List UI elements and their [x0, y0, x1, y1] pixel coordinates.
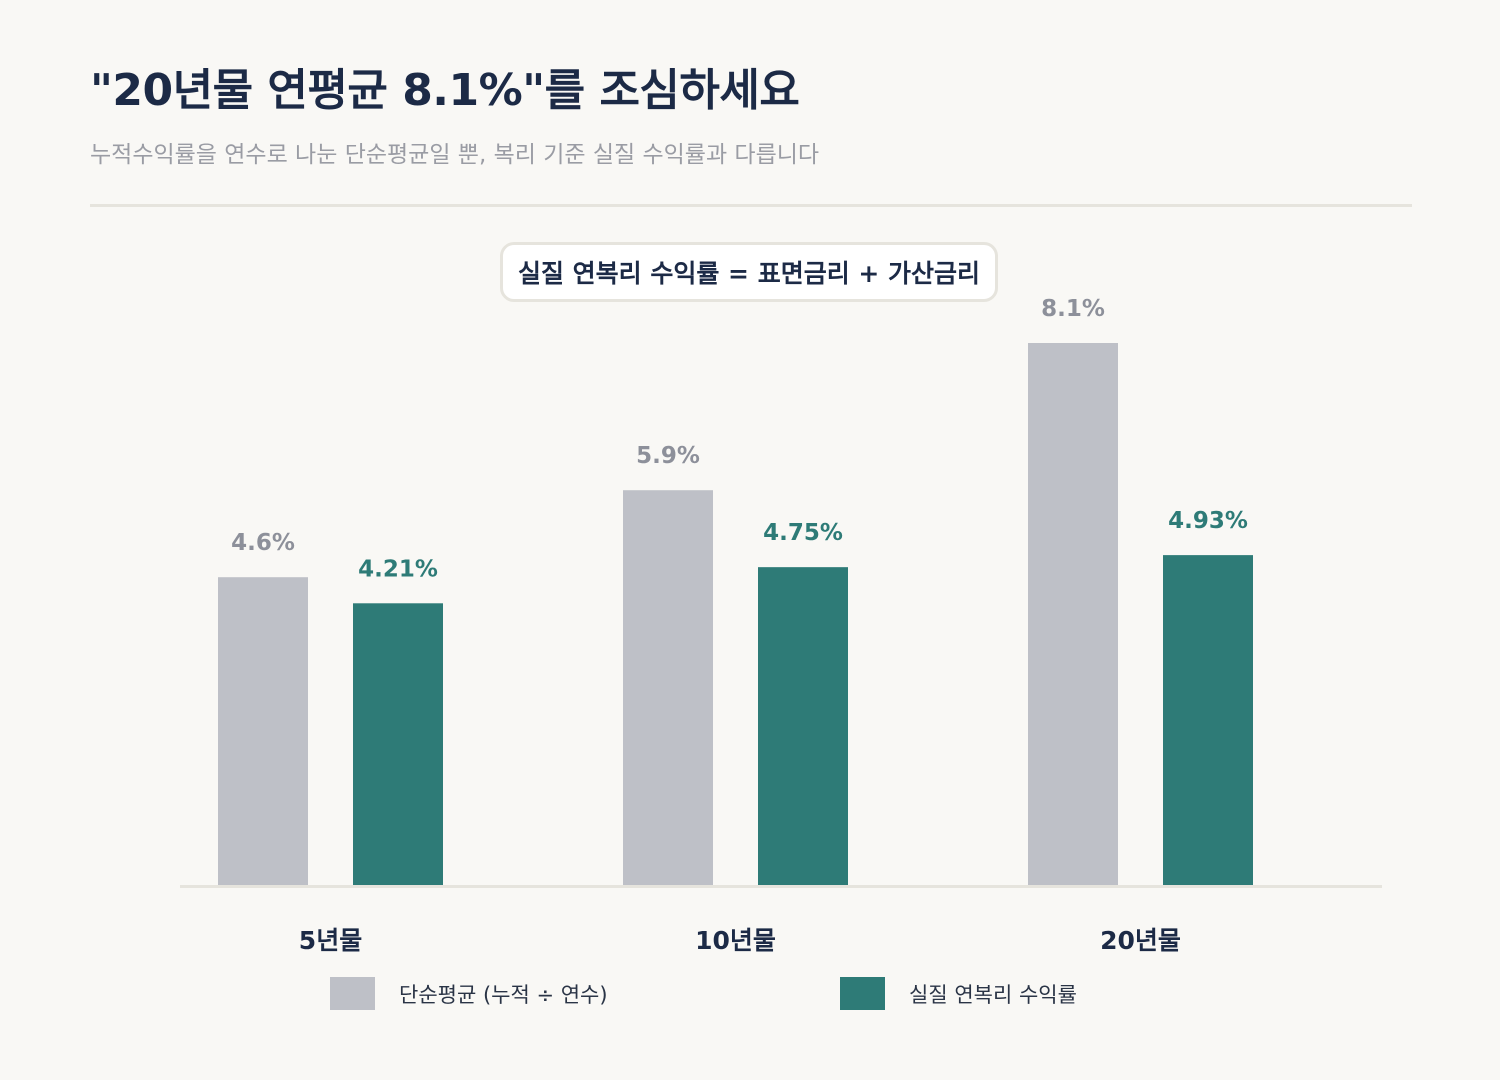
legend-label-real: 실질 연복리 수익률: [909, 982, 1077, 1007]
bar-simple-0: [218, 577, 308, 885]
data-label-real-2: 4.93%: [1168, 508, 1248, 534]
bar-simple-1: [623, 490, 713, 885]
data-label-simple-1: 5.9%: [636, 443, 700, 469]
legend-swatch-real: [840, 977, 885, 1010]
data-label-simple-0: 4.6%: [231, 530, 295, 556]
legend-swatch-simple: [330, 977, 375, 1010]
bar-real-0: [353, 603, 443, 885]
legend-label-simple: 단순평균 (누적 ÷ 연수): [399, 982, 608, 1007]
data-label-simple-2: 8.1%: [1041, 296, 1105, 322]
data-label-real-0: 4.21%: [358, 556, 438, 582]
legend-item-real: 실질 연복리 수익률: [840, 977, 1077, 1010]
bar-simple-2: [1028, 343, 1118, 885]
bar-real-1: [758, 567, 848, 885]
category-label-1: 10년물: [695, 926, 776, 955]
header-divider: [90, 204, 1412, 207]
legend-item-simple: 단순평균 (누적 ÷ 연수): [330, 977, 608, 1010]
category-label-2: 20년물: [1100, 926, 1181, 955]
formula-text: 실질 연복리 수익률 = 표면금리 + 가산금리: [517, 259, 981, 288]
chart-subtitle: 누적수익률을 연수로 나눈 단순평균일 뿐, 복리 기준 실질 수익률과 다릅니…: [90, 142, 820, 168]
formula-box: 실질 연복리 수익률 = 표면금리 + 가산금리: [500, 242, 998, 302]
data-label-real-1: 4.75%: [763, 520, 843, 546]
chart-title: "20년물 연평균 8.1%"를 조심하세요: [90, 65, 800, 116]
category-label-0: 5년물: [299, 926, 362, 955]
bar-real-2: [1163, 555, 1253, 885]
